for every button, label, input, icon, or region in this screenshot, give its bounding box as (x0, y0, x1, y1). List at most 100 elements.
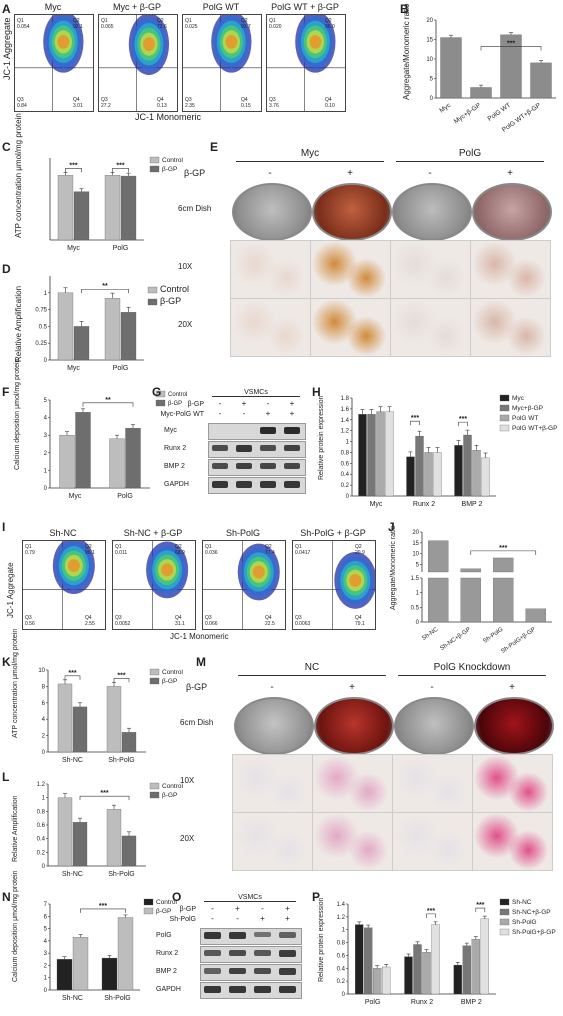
bar (454, 445, 463, 497)
y-tick-label: 6 (42, 701, 46, 707)
group-underline (396, 161, 544, 162)
y-tick-label: 1.2 (337, 915, 346, 921)
blot-strip (200, 928, 302, 945)
y-tick-label: 2 (42, 734, 46, 740)
panel-letter-l: L (2, 770, 10, 784)
bar (109, 438, 125, 489)
panel-letter-a: A (2, 2, 11, 16)
bar (413, 944, 422, 995)
bar (472, 450, 481, 497)
blot-band (284, 427, 300, 434)
quadrant-value: 3.01 (73, 103, 83, 109)
blot-header: VSMCs (204, 894, 296, 902)
blot-strip (208, 459, 306, 476)
group-header: Myc (300, 148, 320, 159)
panel-letter-j: J (388, 520, 395, 534)
culture-dish (394, 697, 474, 755)
blot-band (260, 463, 276, 470)
legend-swatch (499, 424, 510, 432)
bar (121, 835, 137, 867)
bar (460, 577, 481, 623)
micrograph (392, 754, 473, 813)
bar (355, 924, 364, 995)
x-tick-label: Sh-PolG (108, 871, 134, 878)
quadrant-value: 68.9 (175, 550, 185, 556)
y-tick-label: 20 (426, 18, 433, 24)
bar (422, 952, 431, 995)
bar (106, 809, 122, 867)
panel-letter-o: O (172, 890, 182, 904)
bar-chart-h: 0 0.2 0.4 0.6 0.8 1 1.2 1.4 1.6 1.8 Myc Runx 2 BMP 2… (341, 394, 557, 508)
ylabel-d: Relative Amplification (14, 285, 23, 362)
x-tick-label: Sh-PolG (482, 627, 504, 645)
significance-label: *** (411, 415, 419, 422)
x-tick-label: Myc (67, 245, 80, 252)
bar-chart-c: Myc PolG *** *** Control β-GP (49, 156, 184, 252)
bar (480, 918, 489, 995)
quadrant-value: 0.13 (157, 103, 167, 109)
bar (125, 428, 141, 489)
y-tick-label: 4 (42, 717, 46, 723)
flow-plot: Q1 0.020 Q2 96.0 Q3 3.76 Q4 0.10 (266, 14, 346, 112)
legend-swatch (155, 390, 166, 398)
culture-dish (392, 183, 472, 241)
y-tick-label: 0.2 (337, 979, 346, 985)
flow-plot-title: Sh-NC + β-GP (123, 528, 183, 538)
quadrant-label: Q3 (101, 97, 108, 103)
x-tick-label: BMP 2 (462, 501, 483, 508)
quadrant-label: Q3 (205, 615, 212, 621)
y-tick-label: 0 (42, 750, 46, 756)
blot-lane-sign: - (211, 914, 214, 923)
blot-band (284, 463, 300, 470)
density-contour (57, 35, 70, 49)
quadrant-label: Q1 (269, 18, 276, 24)
bar (120, 175, 137, 241)
significance-bracket (79, 795, 130, 801)
quadrant-value: 0.025 (185, 24, 198, 30)
significance-label: *** (100, 790, 108, 797)
x-tick-label: Runx 2 (411, 999, 433, 1006)
quadrant-value: 0.79 (25, 550, 35, 556)
bar (470, 87, 492, 99)
bgp-sign: + (507, 168, 513, 179)
ylabel-n: Calcium deposition μmol/mg protein (12, 870, 19, 982)
quadrant-value: 79.1 (355, 621, 365, 627)
bar (471, 939, 480, 995)
x-tick-label: PolG (117, 493, 133, 500)
flow-plot: Q1 0.0417 Q2 20.9 Q3 0.0063 Q4 79.1 (292, 540, 376, 630)
quadrant-value: 31.1 (175, 621, 185, 627)
flow-xlabel-i: JC-1 Monomeric (170, 632, 229, 641)
y-tick-label: 0 (44, 358, 48, 364)
quadrant-label: Q1 (101, 18, 108, 24)
bar (57, 292, 74, 361)
legend-label: Control (162, 669, 184, 676)
culture-dish (232, 183, 312, 241)
blot-band (260, 427, 276, 434)
x-tick-label: Sh-NC (62, 871, 83, 878)
y-tick-label: 1 (44, 291, 48, 297)
quadrant-label: Q4 (265, 615, 272, 621)
legend-label: Control (162, 157, 184, 164)
y-tick-label: 1.6 (341, 407, 350, 413)
y-tick-label: 0.4 (37, 837, 46, 843)
quadrant-label: Q4 (85, 615, 92, 621)
row-label: 6cm Dish (180, 718, 214, 727)
quadrant-value: 3.76 (269, 103, 279, 109)
y-tick-label: 10 (412, 552, 419, 558)
panel-letter-p: P (312, 890, 321, 904)
quadrant-value: 20.9 (355, 550, 365, 556)
panel-letter-i: I (2, 520, 6, 534)
quadrant-value: 0.011 (115, 550, 127, 556)
blot-band (279, 932, 296, 938)
blot-lane-sign: + (289, 409, 295, 418)
y-tick-label: 15 (426, 38, 433, 44)
significance-bracket (470, 550, 537, 555)
bar (104, 298, 121, 361)
bar (428, 540, 449, 573)
legend-label: β-GP (162, 166, 177, 173)
legend-label: PolG WT (512, 415, 538, 422)
ylabel-p: Relative protein expression (318, 897, 325, 982)
row-label: 20X (180, 834, 195, 843)
blot-lane-sign: - (218, 409, 222, 418)
